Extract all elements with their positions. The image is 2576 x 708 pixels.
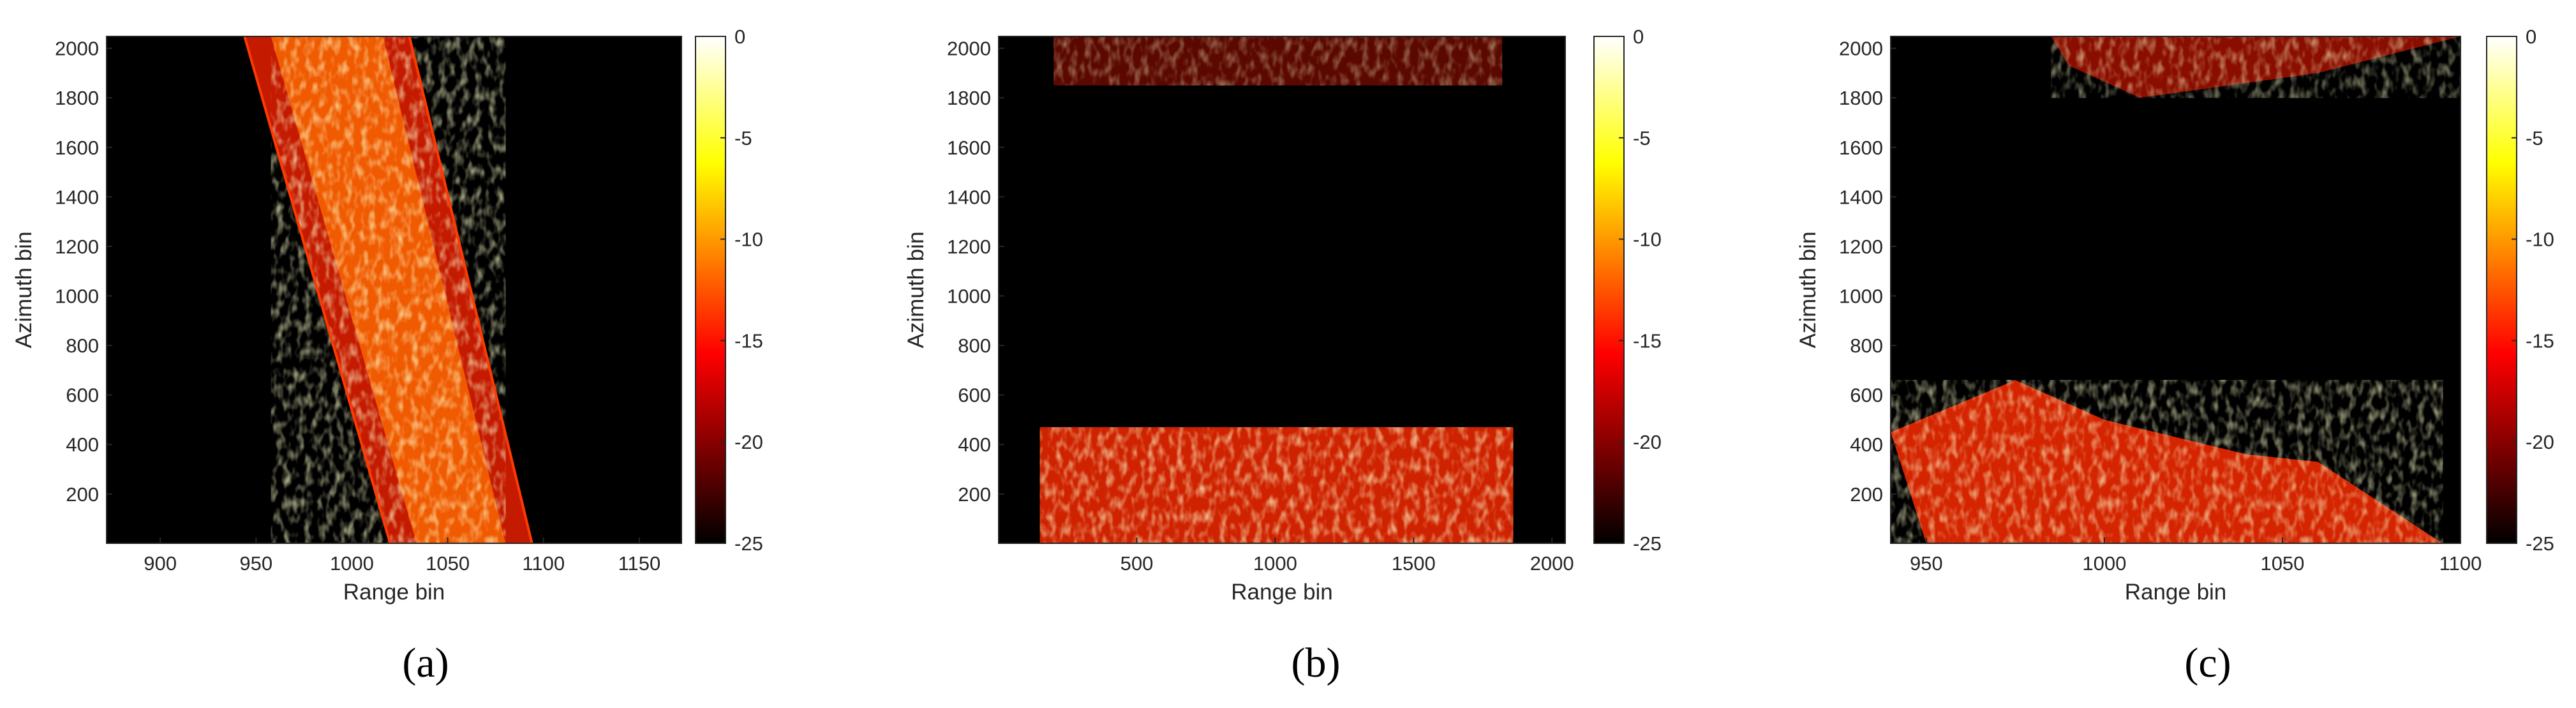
x-tick-label: 1000 [1253,552,1297,575]
y-tick-label: 1000 [1839,285,1883,308]
heatmap-band-speckle [271,36,506,543]
y-tick-label: 1800 [1839,87,1883,109]
y-tick-label: 1000 [947,285,991,308]
colorbar-tick-label: -5 [1633,127,1651,149]
colorbar [695,36,726,544]
x-tick-label: 1100 [522,552,565,575]
heatmap-band-edge [408,36,533,543]
heatmap-image [1891,36,2461,543]
heatmap-region-speckle [2051,36,2461,98]
y-tick-label: 800 [66,335,99,357]
y-tick-label: 1200 [1839,236,1883,258]
panel-1: 900 950 1000 1050 1100 1150 200 400 600 800 1000 12… [11,26,763,686]
y-tick-label: 2000 [947,38,991,60]
axes-frame [1890,36,2461,544]
colorbar-tick-label: -15 [1633,329,1662,352]
panel-label: (b) [1292,640,1341,686]
colorbar-tick-label: 0 [734,26,745,48]
colorbar [2486,36,2517,544]
colorbar-tick-label: -20 [734,431,763,453]
panel-label: (c) [2184,640,2231,686]
heatmap-region-speckle [1039,427,1514,543]
x-tick-label: 1100 [2439,552,2482,575]
y-tick-label: 200 [66,483,99,506]
y-tick-label: 1200 [55,236,99,258]
x-tick-label: 1000 [330,552,374,575]
axes-frame [998,36,1566,544]
x-axis-label: Range bin [2125,580,2227,605]
y-tick-label: 1800 [55,87,99,109]
colorbar-tick-label: -25 [734,532,763,555]
x-tick-label: 950 [239,552,272,575]
heatmap-image [243,36,533,543]
axes-frame [106,36,682,544]
colorbar-tick-label: -25 [1633,532,1662,555]
x-tick-label: 1050 [426,552,470,575]
y-tick-label: 1600 [1839,137,1883,159]
y-tick-label: 1600 [55,137,99,159]
y-tick-label: 1400 [55,186,99,208]
colorbar-tick-label: -15 [2526,329,2554,352]
panel-label: (a) [402,640,449,686]
y-tick-label: 1800 [947,87,991,109]
heatmap-region-speckle [1053,36,1503,86]
y-tick-label: 600 [958,384,991,407]
colorbar-tick-label: -25 [2526,532,2554,555]
y-axis-label: Azimuth bin [1796,232,1820,349]
x-tick-label: 500 [1120,552,1154,575]
y-tick-label: 1400 [947,186,991,208]
colorbar-tick-label: -10 [734,229,763,251]
x-tick-label: 1150 [618,552,661,575]
colorbar-tick-label: -5 [2526,127,2543,149]
panel-2: 500 1000 1500 2000 200 400 600 800 1000 1200 1400 1… [904,26,1662,686]
colorbar-tick-label: -10 [1633,229,1662,251]
x-axis-label: Range bin [1231,580,1333,605]
y-axis-label: Azimuth bin [904,232,928,349]
x-tick-label: 2000 [1530,552,1574,575]
y-axis-label: Azimuth bin [11,232,36,349]
y-tick-label: 1400 [1839,186,1883,208]
colorbar-tick-label: -5 [734,127,752,149]
y-tick-label: 1600 [947,137,991,159]
y-tick-label: 1000 [55,285,99,308]
x-tick-label: 1050 [2260,552,2304,575]
y-tick-label: 200 [958,483,991,506]
x-tick-label: 1000 [2082,552,2126,575]
y-tick-label: 400 [1850,433,1883,456]
heatmap-band-edge [243,36,392,543]
x-tick-label: 1500 [1392,552,1436,575]
y-tick-label: 800 [958,335,991,357]
y-tick-label: 800 [1850,335,1883,357]
y-tick-label: 600 [66,384,99,407]
colorbar-tick-label: 0 [1633,26,1644,48]
y-tick-label: 200 [1850,483,1883,506]
colorbar [1593,36,1625,544]
heatmap-region-speckle [1891,380,2443,543]
heatmap-image [1039,36,1514,543]
colorbar-tick-label: -10 [2526,229,2554,251]
colorbar-tick-label: -20 [2526,431,2554,453]
x-axis-label: Range bin [343,580,445,605]
y-tick-label: 2000 [55,38,99,60]
y-tick-label: 400 [958,433,991,456]
y-tick-label: 400 [66,433,99,456]
x-tick-label: 900 [144,552,177,575]
y-tick-label: 600 [1850,384,1883,407]
y-tick-label: 2000 [1839,38,1883,60]
panel-3: 950 1000 1050 1100 200 400 600 800 1000 1200 1400 1… [1796,26,2554,686]
colorbar-tick-label: 0 [2526,26,2536,48]
x-tick-label: 950 [1910,552,1943,575]
y-tick-label: 1200 [947,236,991,258]
colorbar-tick-label: -15 [734,329,763,352]
colorbar-tick-label: -20 [1633,431,1662,453]
